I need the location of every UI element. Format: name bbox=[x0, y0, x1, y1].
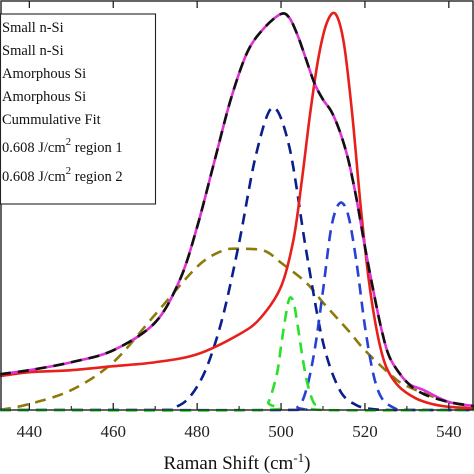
legend-entry: Amorphous Si bbox=[2, 89, 86, 105]
legend-entry: 0.608 J/cm2 region 1 bbox=[2, 136, 123, 156]
legend-entry: Cummulative Fit bbox=[2, 112, 101, 128]
axes-frame bbox=[0, 0, 474, 411]
legend-entry: Small n-Si bbox=[2, 20, 64, 36]
legend-entry: Amorphous Si bbox=[2, 66, 86, 82]
legend-box bbox=[0, 13, 157, 205]
x-tick-label: 460 bbox=[101, 422, 127, 441]
series-line-3 bbox=[0, 296, 474, 412]
series-line-1 bbox=[0, 201, 474, 412]
axes-layer: 440 460 480 500 520 540 bbox=[0, 0, 474, 441]
series-line-4 bbox=[0, 12, 474, 408]
x-tick-label: 520 bbox=[352, 422, 378, 441]
x-tick-label: 480 bbox=[184, 422, 210, 441]
x-axis-title: Raman Shift (cm-1) bbox=[164, 450, 311, 474]
x-tick-label: 440 bbox=[17, 422, 43, 441]
legend: Small n-Si Small n-Si Amorphous Si Amorphou… bbox=[0, 13, 157, 205]
x-tick-label: 540 bbox=[436, 422, 462, 441]
series-layer bbox=[0, 11, 474, 412]
x-tick-label: 500 bbox=[268, 422, 294, 441]
series-line-6 bbox=[0, 11, 474, 410]
legend-entry: 0.608 J/cm2 region 2 bbox=[2, 165, 123, 185]
legend-entry: Small n-Si bbox=[2, 43, 64, 59]
series-line-2 bbox=[0, 247, 474, 412]
